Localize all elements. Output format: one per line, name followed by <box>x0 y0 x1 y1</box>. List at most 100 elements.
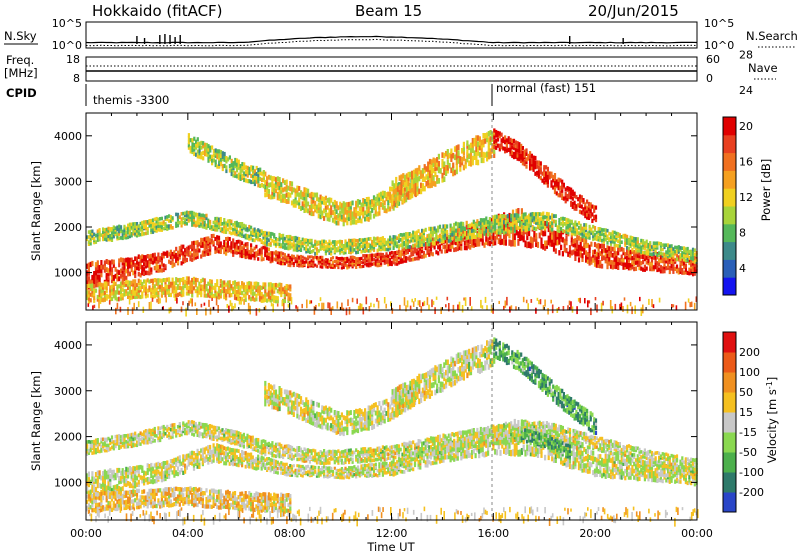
power-cell <box>372 213 376 219</box>
power-cell <box>437 239 440 244</box>
power-cell <box>200 222 203 227</box>
power-cell <box>182 211 185 216</box>
power-cell <box>107 229 110 233</box>
power-cell <box>207 236 210 241</box>
power-cell <box>462 149 465 156</box>
power-cell <box>422 242 425 247</box>
power-cell <box>143 255 146 260</box>
power-cell <box>194 240 197 245</box>
power-cell <box>335 242 338 246</box>
power-cell <box>667 248 670 252</box>
power-cell <box>624 265 627 270</box>
power-cell <box>233 286 237 292</box>
power-cell <box>589 208 592 213</box>
power-cell <box>269 295 272 300</box>
power-cell <box>491 143 494 149</box>
power-cell <box>187 291 190 296</box>
power-cell <box>283 257 286 261</box>
power-cell <box>233 292 237 297</box>
power-cell <box>397 249 401 254</box>
power-cell <box>613 264 616 269</box>
power-cell <box>597 246 600 252</box>
power-cell <box>405 305 407 312</box>
power-cell <box>200 218 203 222</box>
power-cell <box>504 223 507 228</box>
power-band-1 <box>86 210 698 264</box>
power-cell <box>636 244 639 249</box>
power-cell <box>495 145 498 150</box>
power-cell <box>572 225 575 229</box>
power-cell <box>355 259 358 263</box>
power-cell <box>447 238 450 243</box>
power-cell <box>613 260 616 265</box>
power-cell <box>308 193 311 199</box>
power-cell <box>391 203 394 209</box>
power-cell <box>404 185 407 192</box>
power-cell <box>429 226 433 231</box>
power-cell <box>248 224 251 229</box>
power-cell <box>112 283 115 289</box>
power-cell <box>209 224 212 229</box>
power-cell <box>369 204 372 210</box>
power-cell <box>489 130 492 136</box>
power-cell <box>465 230 468 236</box>
power-cell <box>221 280 224 285</box>
power-cell <box>283 262 286 266</box>
power-cell <box>330 241 333 246</box>
power-cell <box>490 228 493 233</box>
power-cell <box>349 211 352 217</box>
power-cell <box>679 253 682 257</box>
power-cell <box>189 257 192 262</box>
power-cell <box>191 286 194 291</box>
power-cell <box>260 229 263 233</box>
power-cell <box>575 206 578 211</box>
power-cell <box>587 215 590 220</box>
power-cell <box>280 260 283 264</box>
power-cell <box>561 185 564 190</box>
power-cell <box>369 258 372 262</box>
power-cell <box>562 182 565 187</box>
power-cell <box>93 232 96 237</box>
power-cell <box>242 293 245 298</box>
power-cell <box>156 298 158 303</box>
power-cell <box>121 276 124 282</box>
power-cell <box>545 178 548 183</box>
freq-label-line1: Freq. <box>6 53 34 67</box>
power-cell <box>475 154 478 160</box>
power-cell <box>460 236 463 241</box>
power-cell <box>246 249 249 254</box>
power-cell <box>192 276 196 281</box>
power-cell <box>383 241 386 245</box>
power-cell <box>561 237 564 243</box>
power-cell <box>276 289 279 294</box>
power-cell <box>494 221 497 226</box>
power-cell <box>340 244 343 248</box>
power-cell <box>160 293 163 298</box>
power-cell <box>654 244 657 248</box>
power-cell <box>399 250 402 254</box>
power-cell <box>506 214 509 219</box>
power-cell <box>319 242 322 247</box>
power-cell <box>545 165 548 170</box>
power-cell <box>128 297 131 305</box>
power-cell <box>565 235 568 242</box>
power-cell <box>642 267 645 272</box>
power-cell <box>185 276 188 281</box>
power-cell <box>86 275 89 281</box>
power-cell <box>296 257 299 261</box>
power-cell <box>462 226 465 231</box>
power-cell <box>503 239 506 246</box>
power-cell <box>606 248 609 253</box>
power-cell <box>287 284 290 289</box>
power-cell <box>331 265 335 269</box>
power-cell <box>253 175 256 180</box>
power-cell <box>299 240 303 244</box>
power-cell <box>168 277 171 282</box>
power-cell <box>670 263 673 268</box>
power-cell <box>289 284 292 289</box>
power-cell <box>103 232 106 236</box>
power-cell <box>423 300 426 306</box>
power-cell <box>130 267 133 273</box>
power-cell <box>663 252 666 257</box>
power-cell <box>273 188 276 193</box>
